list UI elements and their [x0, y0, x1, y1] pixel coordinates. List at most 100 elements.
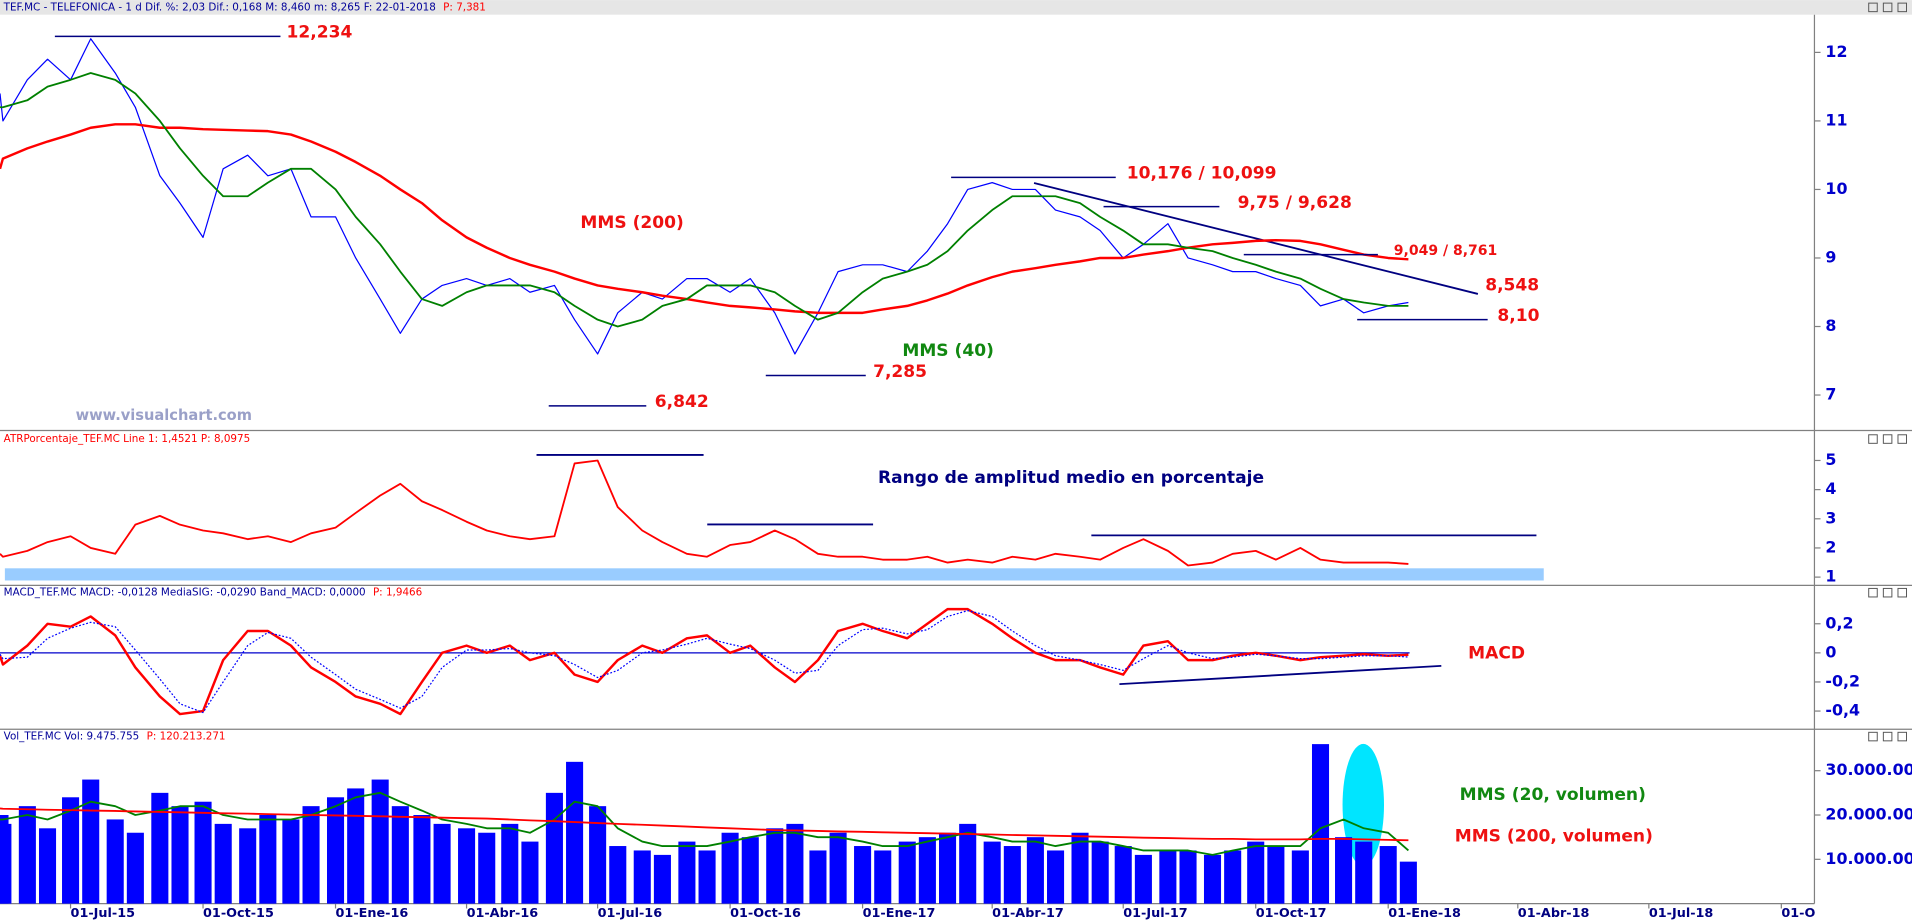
panel-header: TEF.MC - TELEFONICA - 1 d Dif. %: 2,03 D…	[3, 1, 486, 13]
y-tick-label: 0,2	[1825, 613, 1853, 632]
y-tick-label: 10	[1825, 179, 1847, 198]
level-label: 9,049 / 8,761	[1394, 243, 1498, 259]
volume-bar	[38, 828, 57, 904]
series-line	[0, 123, 1409, 315]
volume-bar	[609, 846, 627, 904]
level-label: 12,234	[287, 23, 353, 43]
x-tick-label: 01-Jul-17	[1123, 906, 1188, 921]
header-part: P: 1,9466	[373, 587, 422, 599]
volume-bar	[18, 806, 36, 904]
series-label: MMS (40)	[902, 341, 994, 361]
volume-bar	[1114, 846, 1132, 904]
y-tick-label: 5	[1825, 450, 1836, 469]
volume-bar	[1355, 841, 1373, 904]
volume-bar	[1311, 744, 1330, 904]
level-label: 7,285	[873, 362, 927, 382]
volume-bar	[918, 837, 936, 904]
atr-band	[4, 568, 1544, 581]
volume-bar	[501, 823, 519, 904]
series-line	[0, 610, 1409, 714]
volume-bar	[347, 788, 365, 904]
volume-bar	[633, 850, 651, 904]
y-tick-label: 20.000.00	[1825, 805, 1912, 824]
header-part: TEF.MC - TELEFONICA - 1 d Dif. %: 2,03 D…	[3, 1, 436, 13]
x-tick-label: 01-Jul-18	[1649, 906, 1714, 921]
volume-bar	[1379, 846, 1397, 904]
series-line	[0, 459, 1409, 567]
volume-bar	[1267, 846, 1285, 904]
volume-bar	[939, 832, 957, 904]
window-icon	[1868, 587, 1878, 598]
window-icon	[1897, 434, 1908, 444]
series-line	[0, 72, 1409, 328]
series-line	[0, 607, 1409, 716]
window-icon	[1897, 731, 1908, 742]
y-tick-label: 1	[1825, 567, 1836, 586]
x-tick-label: 01-Oct-16	[730, 906, 801, 921]
window-icon	[1882, 587, 1893, 598]
panel-header: Vol_TEF.MC Vol: 9.475.755 P: 120.213.271	[4, 731, 226, 743]
y-tick-label: 12	[1825, 42, 1847, 61]
volume-bar	[126, 832, 144, 904]
volume-bar	[151, 792, 169, 904]
volume-bar	[829, 832, 847, 904]
series-line	[0, 807, 1409, 842]
volume-bar	[214, 823, 232, 904]
volume-bar	[302, 806, 320, 904]
x-tick-label: 01-Oct-15	[203, 906, 274, 921]
volume-bar	[959, 823, 977, 904]
header-part: Vol_TEF.MC Vol: 9.475.755	[4, 731, 140, 743]
volume-bar	[854, 846, 872, 904]
volume-bar	[1026, 837, 1044, 904]
x-tick-label: 01-Abr-18	[1518, 906, 1590, 921]
x-tick-label: 01-Ene-17	[863, 906, 936, 921]
series-line	[0, 38, 1409, 355]
volume-bar	[326, 797, 345, 904]
header-part: P: 120.213.271	[147, 731, 226, 743]
y-tick-label: 2	[1825, 537, 1836, 556]
y-tick-label: 4	[1825, 479, 1836, 498]
volume-bar	[1159, 850, 1177, 904]
header-bar	[0, 0, 1912, 15]
volume-bar	[1134, 854, 1152, 904]
volume-bar	[106, 819, 124, 904]
series-label: MACD	[1468, 644, 1525, 664]
volume-bar	[1047, 850, 1065, 904]
header-part: MACD_TEF.MC MACD: -0,0128 MediaSIG: -0,0…	[4, 587, 366, 599]
level-label: 6,842	[655, 392, 709, 412]
level-label: 9,75 / 9,628	[1238, 193, 1352, 213]
level-label: 10,176 / 10,099	[1127, 164, 1277, 184]
volume-bar	[1003, 846, 1021, 904]
volume-bar	[62, 797, 80, 904]
volume-bar	[413, 815, 431, 904]
y-tick-label: 7	[1825, 385, 1836, 404]
volume-bar	[874, 850, 892, 904]
volume-bar	[259, 815, 277, 904]
x-tick-label: 01-Oct-17	[1256, 906, 1327, 921]
level-label: 8,548	[1485, 275, 1539, 295]
volume-highlight	[1342, 743, 1385, 866]
series-label: MMS (200, volumen)	[1455, 827, 1653, 847]
volume-bar	[1203, 854, 1222, 904]
trend-line	[1119, 664, 1442, 686]
x-tick-label: 01-O	[1781, 906, 1815, 921]
volume-bar	[1291, 850, 1309, 904]
volume-bar	[698, 850, 716, 904]
series-label: MMS (200)	[580, 213, 683, 233]
y-tick-label: 10.000.00	[1825, 849, 1912, 868]
series-label: MMS (20, volumen)	[1460, 785, 1646, 805]
window-icon	[1882, 434, 1893, 444]
volume-bar	[809, 850, 827, 904]
x-tick-label: 01-Jul-15	[71, 906, 136, 921]
volume-bar	[786, 823, 804, 904]
volume-bar	[171, 806, 189, 904]
y-tick-label: 8	[1825, 316, 1836, 335]
volume-bar	[1335, 837, 1353, 904]
volume-bar	[239, 828, 257, 904]
x-tick-label: 01-Jul-16	[598, 906, 663, 921]
volume-bar	[1179, 850, 1197, 904]
volume-bar	[478, 832, 496, 904]
y-tick-label: 3	[1825, 508, 1836, 527]
volume-bar	[589, 806, 607, 904]
